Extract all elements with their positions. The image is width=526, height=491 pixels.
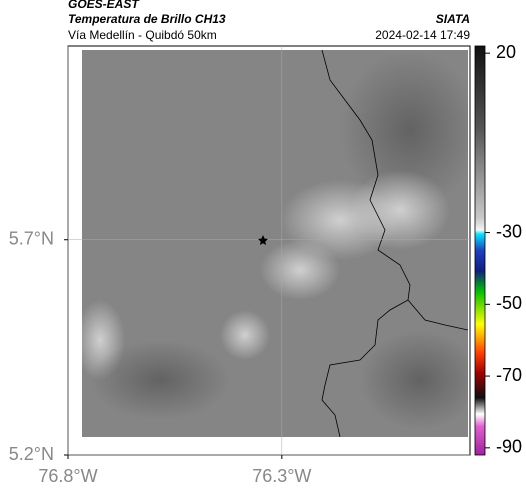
colorbar-label: -90 — [496, 437, 522, 457]
timestamp: 2024-02-14 17:49 — [375, 28, 470, 42]
colorbar — [474, 45, 486, 456]
title: Temperatura de Brillo CH13 — [68, 12, 226, 26]
x-tick-label: 76.3°W — [252, 466, 311, 486]
colorbar-label: -50 — [496, 293, 522, 313]
subtitle: Vía Medellín - Quibdó 50km — [68, 28, 217, 42]
city-marker — [258, 235, 268, 245]
y-tick-label: 5.2°N — [9, 444, 54, 464]
colorbar-label: -30 — [496, 221, 522, 241]
x-tick-label: 76.8°W — [38, 466, 97, 486]
colorbar-label: 20 — [496, 42, 516, 62]
brand: SIATA — [436, 12, 470, 26]
y-tick-label: 5.7°N — [9, 228, 54, 248]
source: GOES-EAST — [68, 0, 140, 11]
satellite-image — [82, 50, 468, 437]
colorbar-label: -70 — [496, 365, 522, 385]
